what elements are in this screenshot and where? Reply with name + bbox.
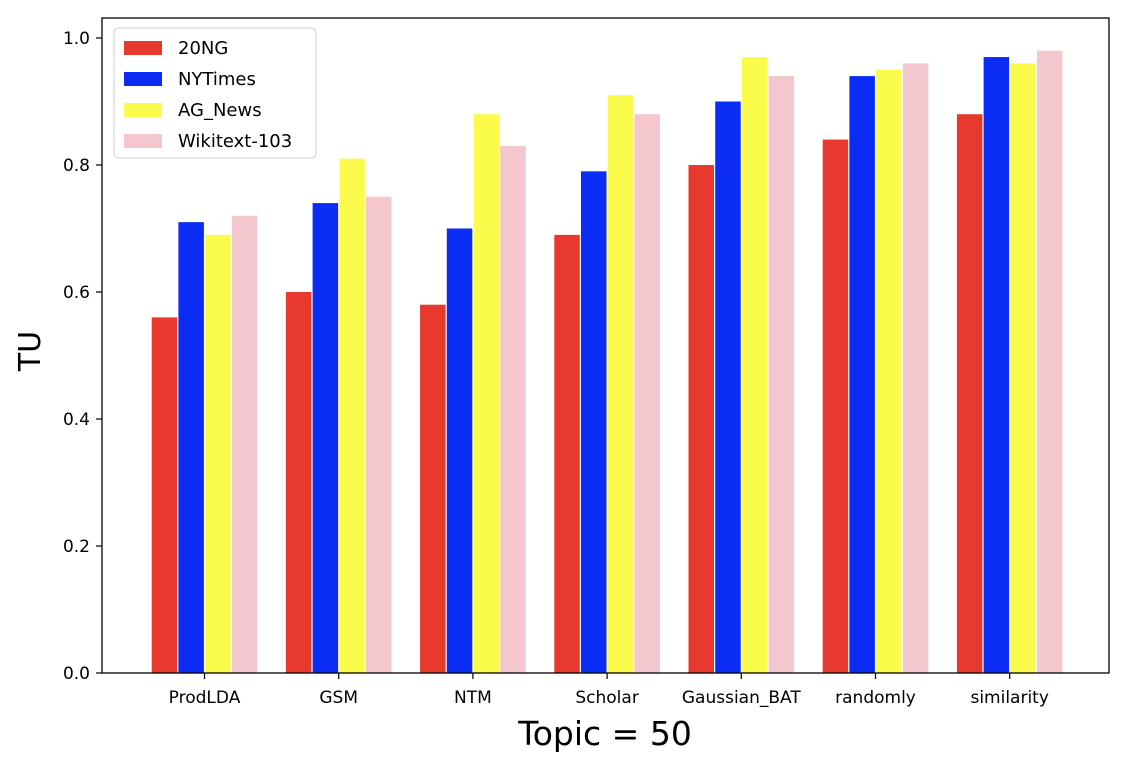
bar-scholar-ag-news [607, 95, 634, 673]
x-tick-label: GSM [319, 688, 358, 708]
bar-gaussian-bat-nytimes [715, 101, 741, 673]
bar-ntm-nytimes [446, 228, 473, 673]
bar-prodlda-nytimes [178, 222, 204, 673]
legend-label: NYTimes [178, 69, 256, 90]
x-tick-label: Gaussian_BAT [682, 688, 801, 708]
y-tick-label: 0.4 [63, 410, 90, 430]
bar-similarity-20ng [956, 114, 983, 673]
bar-ntm-ag-news [473, 114, 499, 673]
bar-prodlda-ag-news [205, 234, 231, 673]
bar-gsm-20ng [285, 292, 312, 673]
legend-swatch-wikitext-103 [124, 134, 162, 148]
y-tick-label: 0.8 [63, 156, 90, 176]
bar-randomly-20ng [822, 139, 849, 674]
y-tick-label: 0.6 [63, 283, 90, 303]
bar-prodlda-20ng [151, 317, 178, 673]
legend-label: AG_News [178, 100, 262, 121]
bar-gaussian-bat-20ng [688, 165, 714, 673]
bar-scholar-nytimes [581, 171, 607, 673]
bar-randomly-wikitext-103 [902, 63, 929, 673]
bar-ntm-wikitext-103 [500, 145, 526, 673]
bar-randomly-nytimes [849, 76, 875, 674]
bar-scholar-20ng [554, 234, 580, 673]
bar-gsm-ag-news [339, 158, 365, 673]
x-tick-label: NTM [454, 688, 492, 708]
bar-similarity-wikitext-103 [1037, 50, 1063, 673]
bar-scholar-wikitext-103 [634, 114, 660, 673]
bar-gaussian-bat-wikitext-103 [768, 76, 795, 674]
legend-swatch-ag-news [124, 103, 162, 117]
x-axis-title: Topic = 50 [517, 714, 692, 753]
legend-swatch-20ng [124, 41, 162, 55]
bar-randomly-ag-news [876, 69, 902, 673]
legend-label: Wikitext-103 [178, 131, 292, 152]
bar-gsm-nytimes [312, 203, 339, 673]
legend: 20NG NYTimes AG_News Wikitext-103 [113, 27, 317, 159]
y-tick-label: 1.0 [63, 29, 90, 49]
legend-label: 20NG [178, 38, 228, 59]
y-axis-title: TU [13, 331, 48, 372]
bars-group [151, 50, 1063, 674]
bar-gsm-wikitext-103 [366, 196, 392, 673]
bar-gaussian-bat-ag-news [741, 57, 768, 674]
bar-prodlda-wikitext-103 [231, 215, 258, 674]
bar-similarity-ag-news [1010, 63, 1036, 673]
bar-similarity-nytimes [983, 57, 1010, 674]
y-tick-label: 0.0 [63, 664, 90, 684]
legend-box [113, 27, 317, 159]
plot-frame [101, 17, 1110, 674]
bar-ntm-20ng [420, 304, 446, 673]
y-axis: 0.0 0.2 0.4 0.6 0.8 1.0 [63, 29, 102, 684]
x-tick-label: randomly [835, 688, 916, 708]
x-tick-label: ProdLDA [169, 688, 241, 708]
legend-swatch-nytimes [124, 72, 162, 86]
x-axis: ProdLDA GSM NTM Scholar Gaussian_BAT randomly… [169, 673, 1049, 708]
x-tick-label: similarity [970, 688, 1048, 708]
x-tick-label: Scholar [575, 688, 638, 708]
y-tick-label: 0.2 [63, 537, 90, 557]
